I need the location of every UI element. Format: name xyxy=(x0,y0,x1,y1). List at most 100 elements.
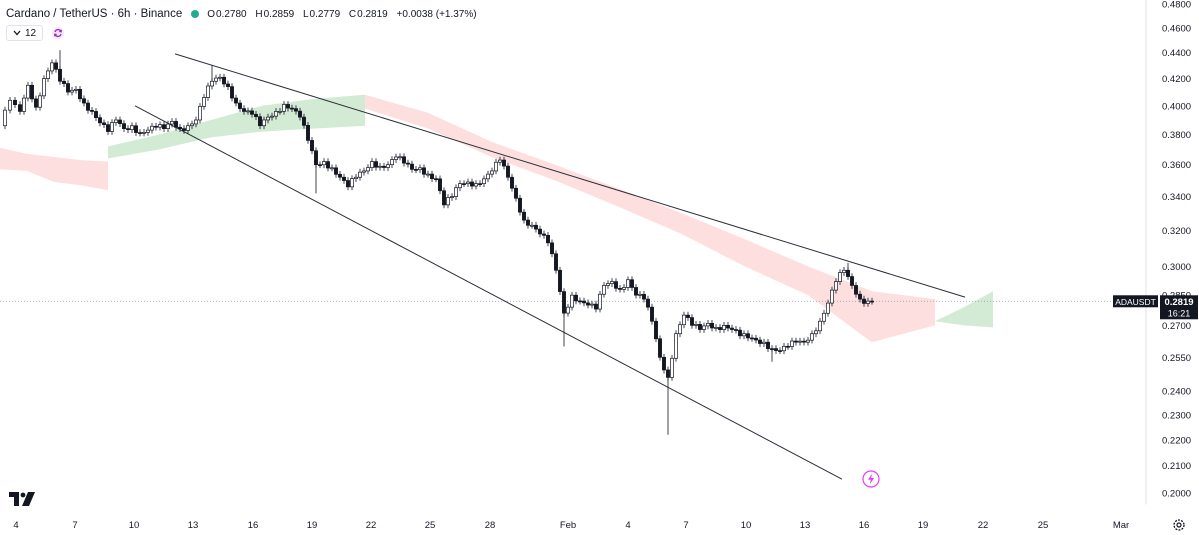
candle xyxy=(106,124,110,132)
cloud-segment-1 xyxy=(108,94,365,159)
candle xyxy=(410,163,414,170)
price-tick-label: 0.2700 xyxy=(1162,321,1191,332)
candle xyxy=(686,314,690,318)
candle xyxy=(82,98,86,104)
candle xyxy=(170,121,174,125)
candle xyxy=(862,298,866,304)
indicators-toggle-button[interactable]: 12 xyxy=(6,25,44,41)
candle xyxy=(30,84,34,100)
symbol-title[interactable]: Cardano / TetherUS · 6h · Binance xyxy=(6,8,183,20)
trendline-lower[interactable] xyxy=(134,105,843,480)
candle xyxy=(506,165,510,178)
candle xyxy=(18,104,22,112)
candle xyxy=(3,109,7,127)
candle xyxy=(406,162,410,165)
candle xyxy=(674,333,678,359)
time-tick-label: 16 xyxy=(859,520,870,531)
candle xyxy=(22,97,26,112)
candle xyxy=(390,159,394,166)
candle xyxy=(130,125,134,131)
cloud-segment-2 xyxy=(365,94,935,343)
candle xyxy=(790,340,794,347)
candle xyxy=(238,102,242,109)
candle xyxy=(414,169,418,171)
candle xyxy=(574,294,578,302)
gear-icon[interactable] xyxy=(1172,518,1186,532)
candle xyxy=(26,84,30,99)
candle xyxy=(50,62,54,72)
candle xyxy=(742,333,746,337)
candle xyxy=(534,224,538,230)
candle xyxy=(218,76,222,79)
candle xyxy=(138,132,142,134)
candle xyxy=(274,111,278,117)
candle xyxy=(34,98,38,108)
candle xyxy=(658,338,662,358)
candle xyxy=(454,187,458,197)
candle xyxy=(854,285,858,295)
candle xyxy=(8,99,12,111)
candle xyxy=(482,178,486,185)
candle xyxy=(150,125,154,131)
candle xyxy=(634,287,638,296)
candle xyxy=(614,281,618,289)
candle xyxy=(626,279,630,288)
candle xyxy=(366,167,370,172)
candle xyxy=(670,357,674,378)
candle xyxy=(358,171,362,178)
candle xyxy=(714,327,718,329)
candle xyxy=(558,269,562,292)
candle xyxy=(798,340,802,343)
candle xyxy=(666,369,670,378)
candle xyxy=(146,129,150,133)
price-tick-label: 0.4800 xyxy=(1162,0,1191,11)
candle xyxy=(718,327,722,330)
price-tick-label: 0.4000 xyxy=(1162,101,1191,112)
candle xyxy=(762,341,766,344)
candle xyxy=(422,167,426,175)
candle xyxy=(598,293,602,310)
candle xyxy=(90,109,94,112)
candle xyxy=(650,306,654,322)
candle xyxy=(62,80,66,84)
time-tick-label: 19 xyxy=(307,520,318,531)
price-tick-label: 0.4600 xyxy=(1162,23,1191,34)
candle xyxy=(434,178,438,181)
candle xyxy=(538,228,542,235)
price-tick-label: 0.3000 xyxy=(1162,262,1191,273)
candle xyxy=(378,165,382,168)
candle xyxy=(730,327,734,330)
change-value: +0.0038 (+1.37%) xyxy=(396,8,477,20)
candle xyxy=(554,253,558,271)
tradingview-logo-icon[interactable] xyxy=(8,491,36,507)
indicator-count: 12 xyxy=(25,27,37,39)
candle xyxy=(186,125,190,131)
candle xyxy=(662,356,666,371)
candle xyxy=(162,124,166,129)
candle xyxy=(734,329,738,331)
time-tick-label: Mar xyxy=(1113,520,1129,531)
candle xyxy=(774,348,778,351)
time-tick-label: 10 xyxy=(129,520,140,531)
symbol-tag xyxy=(1113,295,1158,308)
price-tick-label: 0.4400 xyxy=(1162,48,1191,59)
candle xyxy=(622,287,626,290)
symbol-tag-label: ADAUSDT xyxy=(1115,297,1156,307)
lightning-icon[interactable] xyxy=(862,470,880,488)
candle xyxy=(494,161,498,172)
candle xyxy=(602,285,606,295)
candle xyxy=(338,173,342,178)
bar-countdown-label: 16:21 xyxy=(1168,308,1191,318)
low-value: 0.2779 xyxy=(309,8,341,20)
price-tick-label: 0.3800 xyxy=(1162,130,1191,141)
price-tick-label: 0.2000 xyxy=(1162,489,1191,500)
candle xyxy=(814,330,818,335)
candle xyxy=(750,337,754,340)
candle xyxy=(678,324,682,335)
candle xyxy=(198,106,202,121)
sync-icon[interactable] xyxy=(51,26,65,40)
candle xyxy=(766,341,770,349)
trendline-upper[interactable] xyxy=(174,53,966,298)
candle xyxy=(802,340,806,343)
